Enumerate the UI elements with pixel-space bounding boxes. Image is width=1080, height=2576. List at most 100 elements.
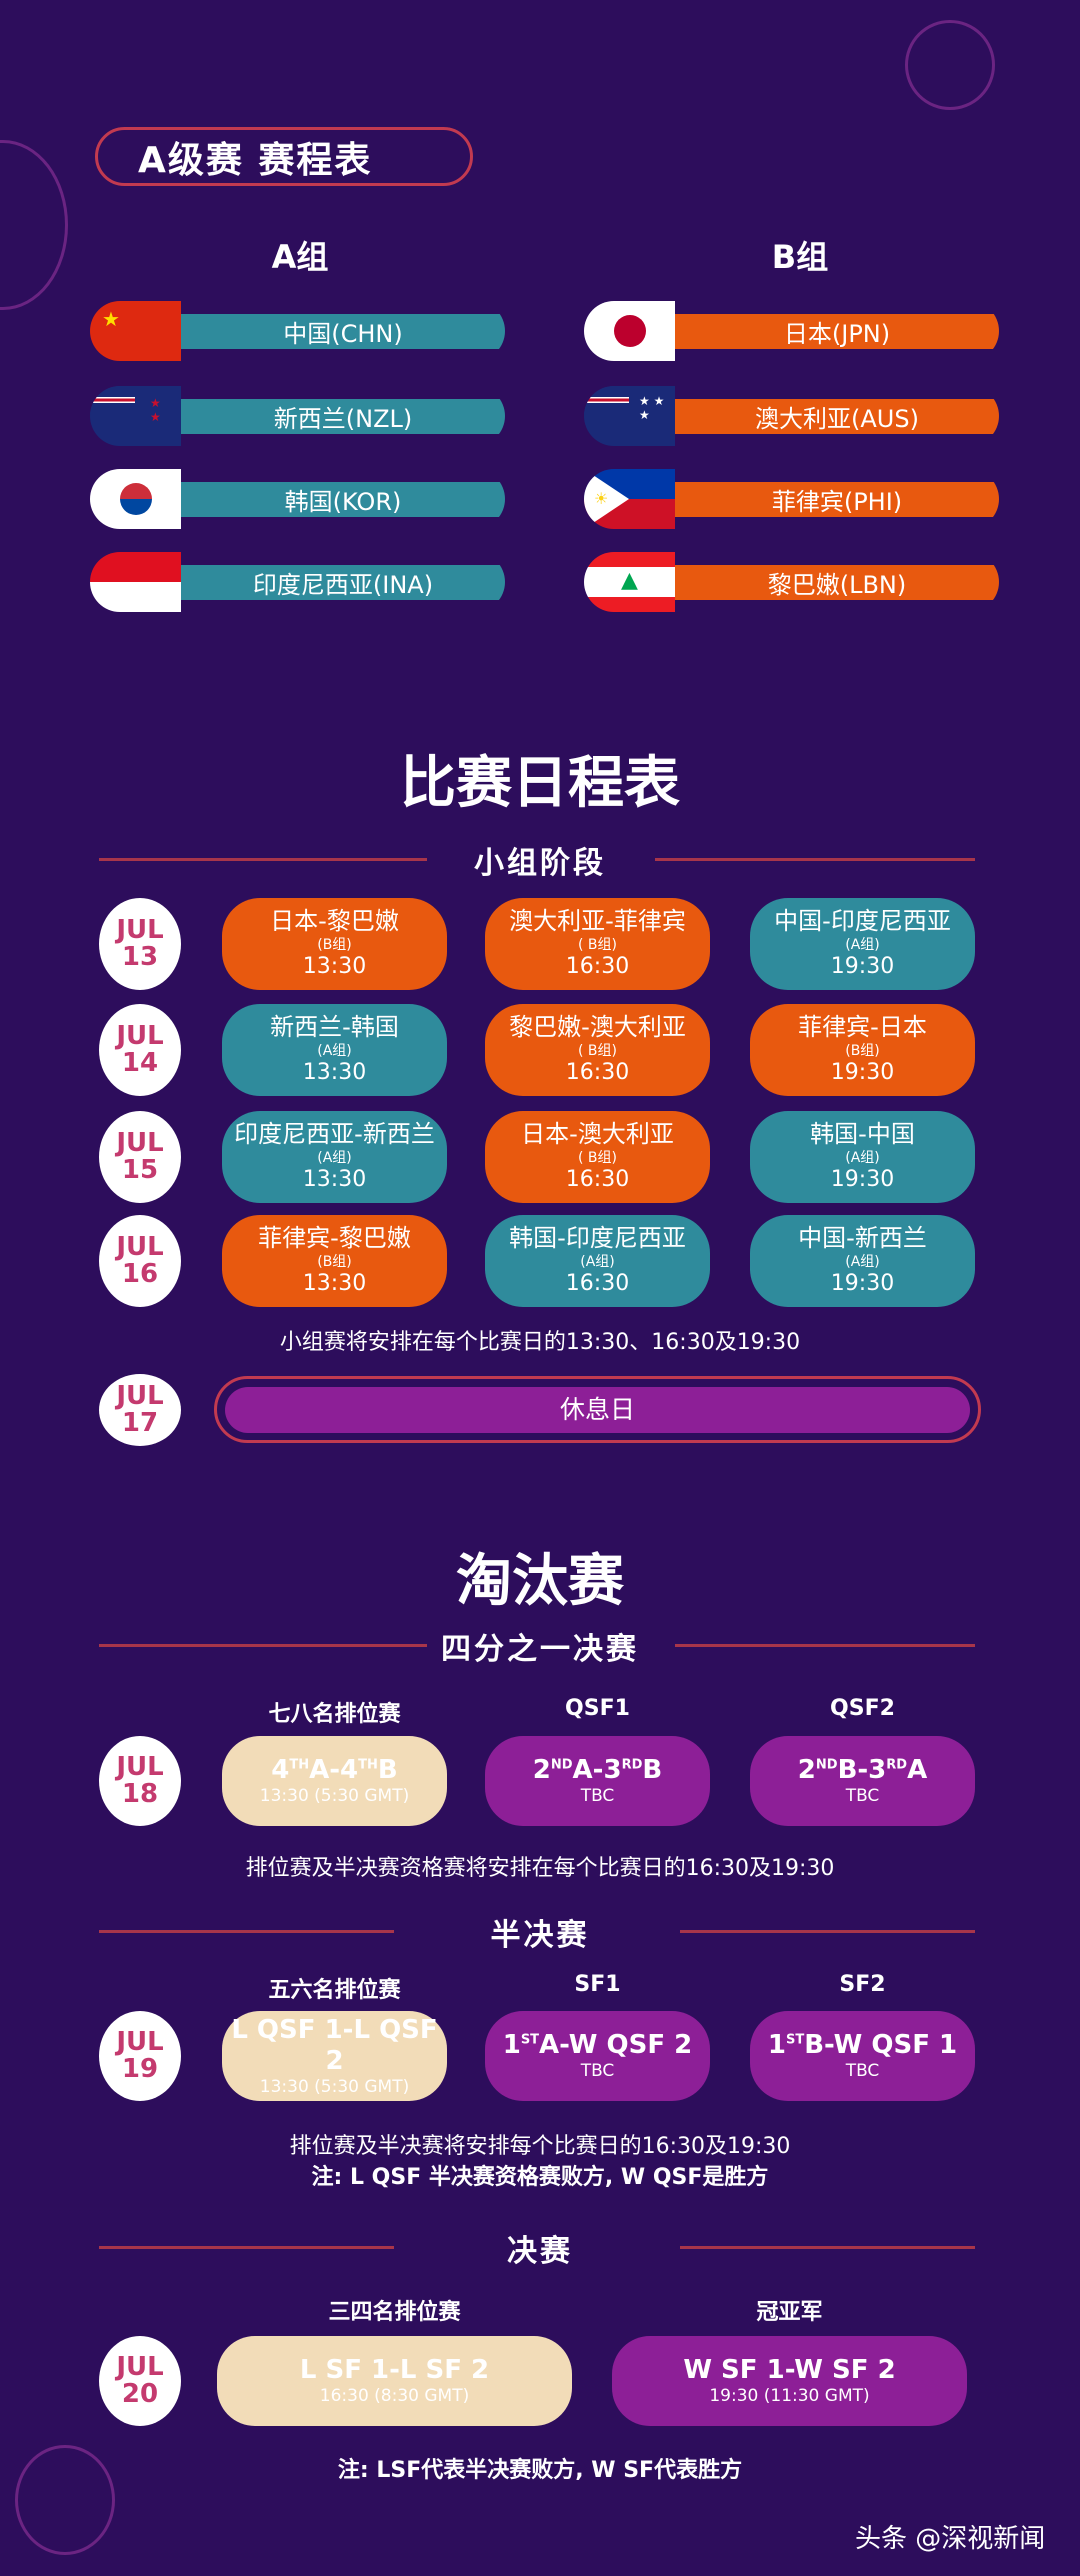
team-row: 日本(JPN) xyxy=(584,301,999,361)
match-teams-part: B xyxy=(377,1755,398,1786)
match-time: TBC xyxy=(845,2061,880,2082)
match-card: 新西兰-韩国 (A组) 13:30 xyxy=(222,1004,447,1096)
rest-day-frame xyxy=(214,1376,981,1443)
date-badge: JUL 17 xyxy=(99,1374,181,1446)
divider xyxy=(655,858,975,861)
team-name: 菲律宾(PHI) xyxy=(675,481,999,517)
divider xyxy=(675,1644,975,1647)
date-month: JUL xyxy=(116,1380,164,1411)
match-header: QSF1 xyxy=(565,1696,630,1721)
team-row: ★ ★ ★ 澳大利亚(AUS) xyxy=(584,386,999,446)
match-group: ( B组) xyxy=(578,1043,617,1060)
match-teams: 澳大利亚-菲律宾 xyxy=(509,907,686,936)
date-day: 15 xyxy=(121,1155,159,1185)
match-time: 16:30 (8:30 GMT) xyxy=(319,2386,470,2407)
korea-flag-icon xyxy=(90,469,181,529)
match-teams: 日本-澳大利亚 xyxy=(521,1120,674,1149)
match-time: 19:30 xyxy=(830,1167,895,1193)
match-time: 13:30 xyxy=(302,1271,367,1297)
match-group: (A组) xyxy=(845,1150,880,1167)
match-teams-part: L SF 1-L SF 2 xyxy=(299,2355,490,2386)
date-day: 16 xyxy=(121,1259,159,1289)
match-teams-part: B-W QSF 1 xyxy=(804,2030,958,2061)
ordinal-suffix: TH xyxy=(358,1757,378,1773)
group-stage-note: 小组赛将安排在每个比赛日的13:30、16:30及19:30 xyxy=(279,1330,801,1355)
indonesia-flag-icon xyxy=(90,552,181,612)
team-name: 中国(CHN) xyxy=(181,313,505,349)
knockout-title: 淘汰赛 xyxy=(456,1549,624,1614)
match-card: 日本-澳大利亚( B组) 16:30 xyxy=(485,1111,710,1203)
divider xyxy=(99,858,427,861)
match-group: (B组) xyxy=(845,1043,880,1060)
semi-legend-note: 注: L QSF 半决赛资格赛败方, W QSF是胜方 xyxy=(311,2165,769,2190)
match-time: 16:30 xyxy=(565,954,630,980)
match-teams-part: 2 xyxy=(797,1755,816,1786)
match-time: 16:30 xyxy=(565,1271,630,1297)
date-badge: JUL 20 xyxy=(99,2336,181,2426)
match-teams: 日本-黎巴嫩 xyxy=(270,907,399,936)
date-month: JUL xyxy=(116,1020,164,1051)
match-card: 1STA-W QSF 2 TBC xyxy=(485,2011,710,2101)
match-time: 13:30 xyxy=(302,954,367,980)
ordinal-suffix: RD xyxy=(621,1757,643,1773)
china-flag-icon: ★ xyxy=(90,301,181,361)
match-teams: 印度尼西亚-新西兰 xyxy=(234,1120,435,1149)
divider xyxy=(99,1930,394,1933)
team-name: 新西兰(NZL) xyxy=(181,398,505,434)
match-header: 七八名排位赛 xyxy=(268,1702,401,1727)
match-group: (A组) xyxy=(845,1254,880,1271)
flower-decoration-icon xyxy=(15,2445,115,2555)
match-time: TBC xyxy=(580,1786,615,1807)
team-row: ☀ 菲律宾(PHI) xyxy=(584,469,999,529)
match-group: (B组) xyxy=(317,1254,352,1271)
match-teams: L QSF 1-L QSF 2 xyxy=(222,2015,447,2077)
ordinal-suffix: RD xyxy=(886,1757,908,1773)
match-teams: 1STA-W QSF 2 xyxy=(503,2030,693,2061)
match-card: 中国-新西兰 (A组) 19:30 xyxy=(750,1215,975,1307)
match-time: 19:30 xyxy=(830,1271,895,1297)
match-teams-part: 1 xyxy=(502,2030,521,2061)
watermark: 头条 @深视新闻 xyxy=(855,2524,1046,2554)
ordinal-suffix: ST xyxy=(785,2032,805,2048)
match-teams: W SF 1-W SF 2 xyxy=(683,2355,895,2386)
team-name: 日本(JPN) xyxy=(675,313,999,349)
match-teams-part: B-3 xyxy=(837,1755,887,1786)
match-time: 13:30 xyxy=(302,1167,367,1193)
match-teams-part: 1 xyxy=(767,2030,786,2061)
match-teams: 菲律宾-日本 xyxy=(798,1013,927,1042)
match-teams-part: A-4 xyxy=(309,1755,359,1786)
australia-flag-icon: ★ ★ ★ xyxy=(584,386,675,446)
match-teams: 中国-新西兰 xyxy=(798,1224,927,1253)
semi-note: 排位赛及半决赛将安排每个比赛日的16:30及19:30 xyxy=(289,2134,791,2159)
ordinal-suffix: TH xyxy=(289,1757,310,1773)
date-day: 19 xyxy=(121,2054,159,2084)
match-card: 4THA-4THB 13:30 (5:30 GMT) xyxy=(222,1736,447,1826)
match-teams-part: 2 xyxy=(532,1755,551,1786)
team-name: 印度尼西亚(INA) xyxy=(181,564,505,600)
ordinal-suffix: ST xyxy=(520,2032,540,2048)
date-day: 20 xyxy=(121,2379,159,2409)
match-group: (A组) xyxy=(845,937,880,954)
date-month: JUL xyxy=(116,2026,164,2057)
date-day: 14 xyxy=(121,1048,159,1078)
match-card: L SF 1-L SF 2 16:30 (8:30 GMT) xyxy=(217,2336,572,2426)
match-teams-part: A xyxy=(907,1755,928,1786)
match-teams: 2NDB-3RDA xyxy=(798,1755,927,1786)
match-time: 16:30 xyxy=(565,1060,630,1086)
match-teams: 4THA-4THB xyxy=(271,1755,397,1786)
match-card: 印度尼西亚-新西兰 (A组) 13:30 xyxy=(222,1111,447,1203)
match-teams: 韩国-中国 xyxy=(810,1120,915,1149)
date-month: JUL xyxy=(116,1751,164,1782)
date-month: JUL xyxy=(116,1127,164,1158)
match-header: SF2 xyxy=(839,1972,886,1997)
ordinal-suffix: ND xyxy=(815,1757,838,1773)
date-badge: JUL 14 xyxy=(99,1004,181,1096)
match-card: 澳大利亚-菲律宾( B组) 16:30 xyxy=(485,898,710,990)
date-day: 17 xyxy=(121,1408,159,1438)
new-zealand-flag-icon: ★ ★ xyxy=(90,386,181,446)
final-legend-note: 注: LSF代表半决赛败方, W SF代表胜方 xyxy=(337,2458,743,2483)
match-teams: 韩国-印度尼西亚 xyxy=(509,1224,686,1253)
team-row: 韩国(KOR) xyxy=(90,469,505,529)
group-stage-title: 小组阶段 xyxy=(474,846,606,881)
match-card: 2NDB-3RDA TBC xyxy=(750,1736,975,1826)
